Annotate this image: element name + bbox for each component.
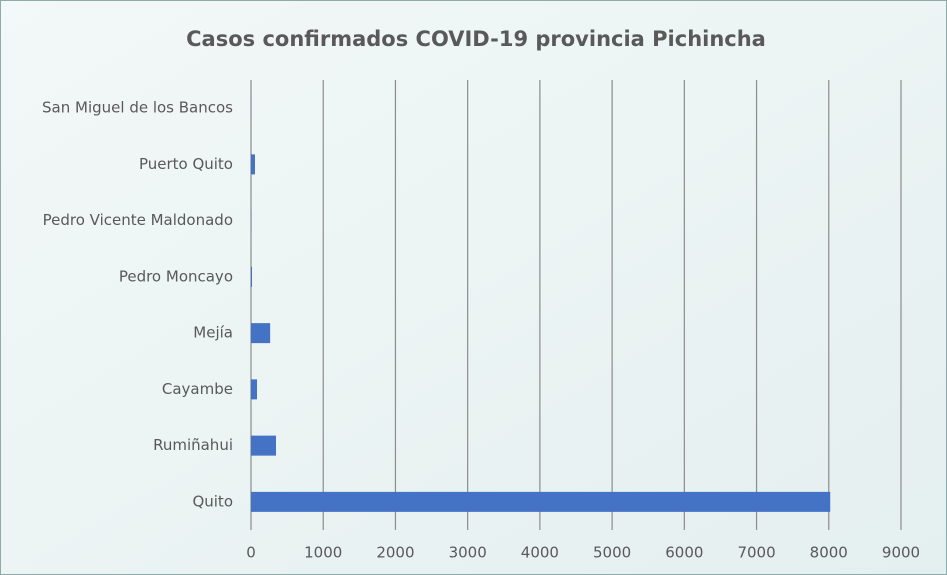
- y-tick-label: Puerto Quito: [139, 155, 233, 173]
- x-tick-label: 7000: [737, 544, 775, 562]
- x-tick-label: 3000: [449, 544, 487, 562]
- y-tick-label: Rumiñahui: [153, 436, 233, 454]
- y-tick-label: Quito: [192, 492, 233, 510]
- y-tick-label: Pedro Moncayo: [119, 267, 233, 285]
- bar: [251, 266, 253, 287]
- chart-title: Casos confirmados COVID-19 provincia Pic…: [186, 27, 766, 51]
- x-tick-label: 8000: [810, 544, 848, 562]
- y-tick-label: Mejía: [193, 324, 233, 342]
- bar: [251, 491, 831, 512]
- x-tick-label: 4000: [521, 544, 559, 562]
- bar: [251, 435, 276, 456]
- bar: [251, 379, 257, 400]
- bar: [251, 323, 271, 344]
- x-tick-label: 1000: [304, 544, 342, 562]
- y-tick-label: Cayambe: [162, 380, 233, 398]
- x-tick-label: 9000: [882, 544, 920, 562]
- bar: [251, 154, 255, 175]
- y-tick-label: San Miguel de los Bancos: [42, 99, 233, 117]
- x-tick-label: 5000: [593, 544, 631, 562]
- x-tick-label: 6000: [665, 544, 703, 562]
- y-tick-label: Pedro Vicente Maldonado: [43, 211, 233, 229]
- x-tick-label: 0: [246, 544, 256, 562]
- x-tick-label: 2000: [376, 544, 414, 562]
